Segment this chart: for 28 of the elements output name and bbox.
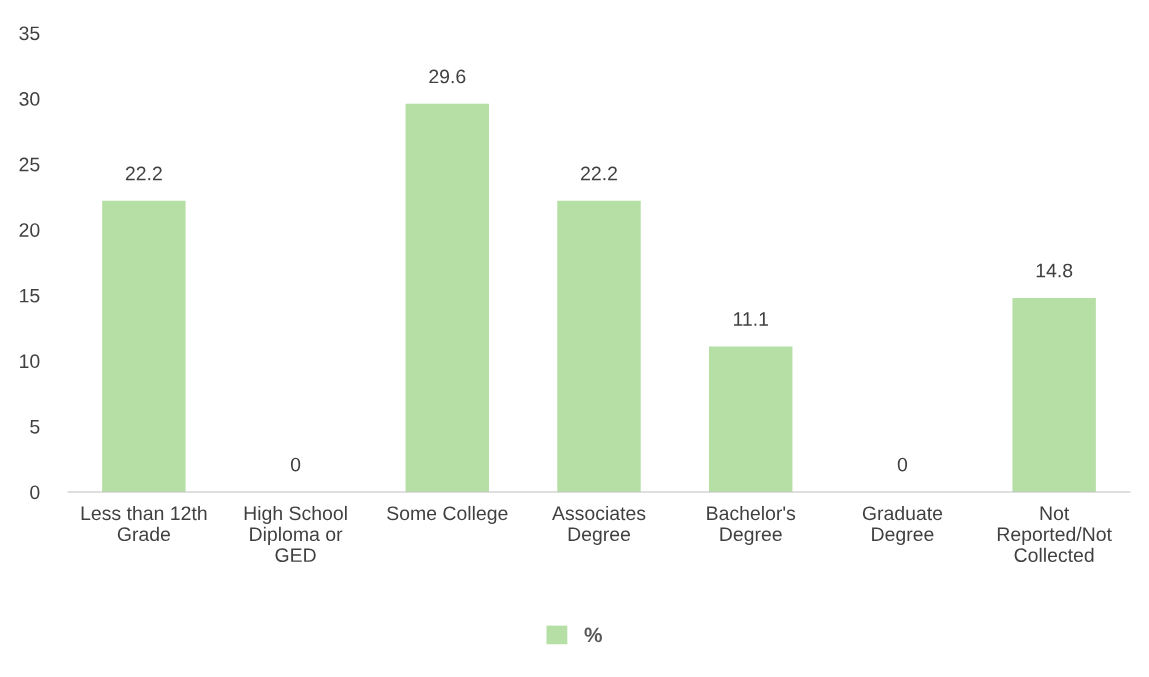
data-label: 11.1: [733, 312, 768, 326]
x-tick-label: Not Reported/Not Collected: [997, 506, 1112, 563]
data-label: 0: [290, 457, 301, 472]
x-tick-label: Some College: [387, 505, 508, 525]
y-tick-label: 35: [19, 26, 40, 41]
x-tick-label: Bachelor's Degree: [707, 505, 796, 545]
legend-label: %: [584, 627, 602, 643]
y-tick-label: 0: [30, 485, 40, 500]
data-label: 14.8: [1036, 263, 1073, 278]
bar: [708, 346, 793, 492]
y-tick-label: 20: [19, 223, 40, 237]
data-label: 0: [897, 457, 908, 472]
data-label: 22.2: [581, 166, 617, 181]
x-tick-label: High School Diploma or GED: [244, 505, 347, 563]
bar: [102, 200, 186, 492]
y-tick-label: 5: [30, 420, 40, 434]
data-label: 29.6: [429, 69, 466, 84]
x-tick-label: Less than 12th Grade: [81, 505, 207, 542]
y-tick-label: 30: [19, 92, 40, 106]
y-tick-label: 25: [19, 157, 40, 172]
y-tick-label: 10: [20, 354, 40, 369]
data-label: 22.2: [125, 166, 162, 181]
y-tick-label: 15: [20, 288, 40, 303]
bar: [1012, 297, 1096, 492]
x-tick-label: Associates Degree: [552, 505, 646, 545]
x-tick-label: Graduate Degree: [862, 505, 943, 545]
bar: [557, 200, 641, 492]
bar: [405, 103, 490, 492]
